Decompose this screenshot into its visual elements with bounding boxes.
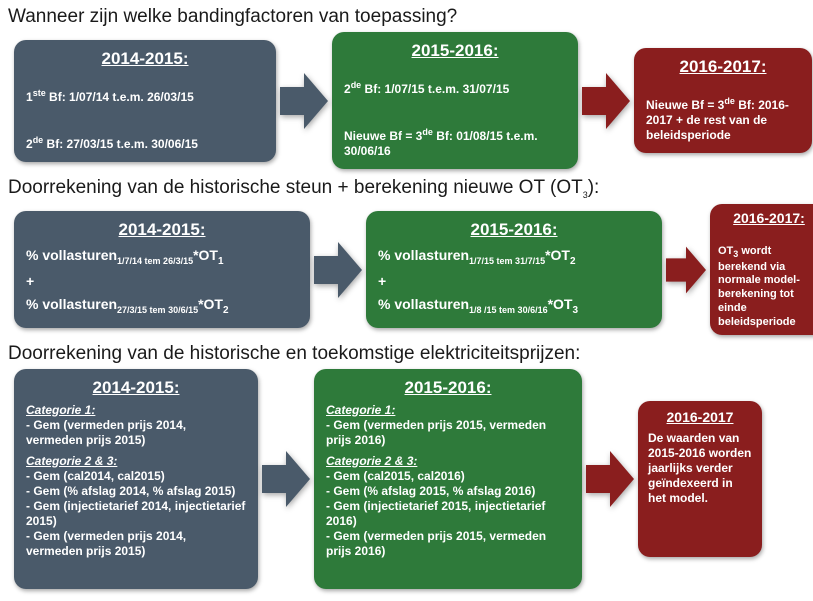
section1-row: 2014-2015: 1ste Bf: 1/07/14 t.e.m. 26/03… xyxy=(8,32,805,169)
arrow-slate-1 xyxy=(280,73,328,129)
s2-box2: 2015-2016: % vollasturen1/7/15 tem 31/7/… xyxy=(366,211,662,328)
arrow-maroon-1 xyxy=(582,73,630,129)
section1-title: Wanneer zijn welke bandingfactoren van t… xyxy=(8,6,805,28)
s3-box2-title: 2015-2016: xyxy=(326,377,570,398)
s3-box3-title: 2016-2017 xyxy=(648,409,752,427)
section3-row: 2014-2015: Categorie 1: - Gem (vermeden … xyxy=(8,369,805,589)
s3-box1-title: 2014-2015: xyxy=(26,377,246,398)
s3-box3-body: De waarden van 2015-2016 worden jaarlijk… xyxy=(648,431,752,506)
s1-box2-title: 2015-2016: xyxy=(344,40,566,61)
s1-box3-title: 2016-2017: xyxy=(646,56,800,77)
arrow-slate-3 xyxy=(262,451,310,507)
section3-title: Doorrekening van de historische en toeko… xyxy=(8,343,805,365)
s1-box3: 2016-2017: Nieuwe Bf = 3de Bf: 2016-2017… xyxy=(634,48,812,153)
s1-box1-title: 2014-2015: xyxy=(26,48,264,69)
arrow-slate-2 xyxy=(314,242,362,298)
s2-box1: 2014-2015: % vollasturen1/7/14 tem 26/3/… xyxy=(14,211,310,328)
s3-box3: 2016-2017 De waarden van 2015-2016 worde… xyxy=(638,401,762,557)
s2-box1-title: 2014-2015: xyxy=(26,219,298,240)
s1-box2: 2015-2016: 2de Bf: 1/07/15 t.e.m. 31/07/… xyxy=(332,32,578,169)
arrow-maroon-2 xyxy=(666,246,706,294)
arrow-maroon-3 xyxy=(586,451,634,507)
s1-box3-body: Nieuwe Bf = 3de Bf: 2016-2017 + de rest … xyxy=(646,81,800,143)
s3-box1: 2014-2015: Categorie 1: - Gem (vermeden … xyxy=(14,369,258,589)
s2-box3-body: OT3 wordt berekend via normale model-ber… xyxy=(718,232,813,330)
section2-row: 2014-2015: % vollasturen1/7/14 tem 26/3/… xyxy=(8,204,805,335)
s2-box2-title: 2015-2016: xyxy=(378,219,650,240)
s3-box2-cat1: Categorie 1: - Gem (vermeden prijs 2015,… xyxy=(326,403,570,448)
s3-box2: 2015-2016: Categorie 1: - Gem (vermeden … xyxy=(314,369,582,589)
s2-box2-formula: % vollasturen1/7/15 tem 31/7/15*OT2 + % … xyxy=(378,244,650,318)
s2-box3: 2016-2017: OT3 wordt berekend via normal… xyxy=(710,204,813,335)
s3-box1-cat23: Categorie 2 & 3: - Gem (cal2014, cal2015… xyxy=(26,454,246,559)
section2-title: Doorrekening van de historische steun + … xyxy=(8,177,805,200)
s2-box1-formula: % vollasturen1/7/14 tem 26/3/15*OT1 + % … xyxy=(26,244,298,318)
s2-box3-title: 2016-2017: xyxy=(718,210,813,228)
s3-box1-cat1: Categorie 1: - Gem (vermeden prijs 2014,… xyxy=(26,403,246,448)
s3-box2-cat23: Categorie 2 & 3: - Gem (cal2015, cal2016… xyxy=(326,454,570,559)
s1-box1-body: 1ste Bf: 1/07/14 t.e.m. 26/03/15 2de Bf:… xyxy=(26,73,264,152)
s1-box1: 2014-2015: 1ste Bf: 1/07/14 t.e.m. 26/03… xyxy=(14,40,276,162)
s1-box2-body: 2de Bf: 1/07/15 t.e.m. 31/07/15 Nieuwe B… xyxy=(344,65,566,159)
